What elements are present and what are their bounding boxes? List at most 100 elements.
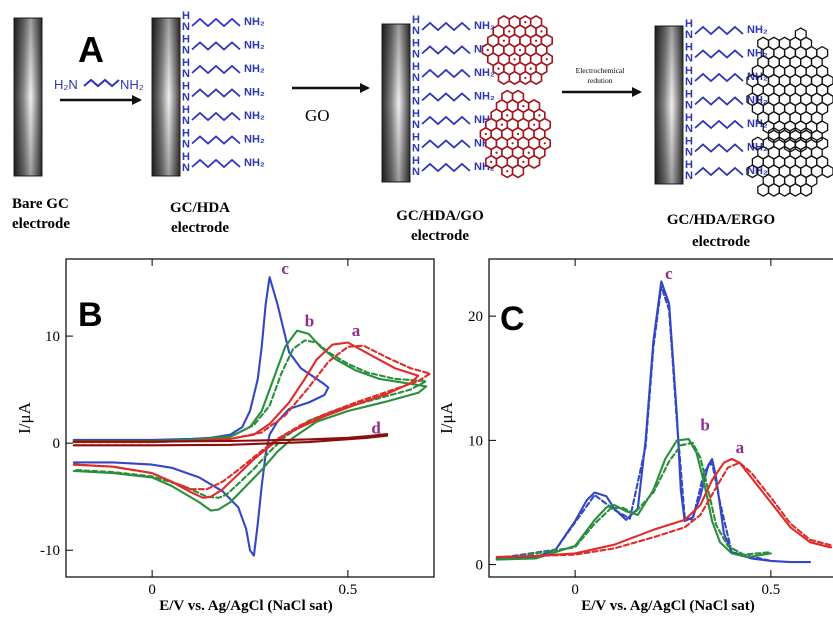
panel-b-x-axis-label: E/V vs. Ag/AgCl (NaCl sat) — [159, 598, 332, 614]
oxygen-dot — [522, 160, 525, 163]
panel-b-frame — [65, 258, 435, 578]
oxygen-dot — [511, 142, 514, 145]
chain-n-atom: N — [412, 49, 420, 61]
chain-h-atom: H — [412, 61, 420, 73]
oxygen-dot — [516, 132, 520, 136]
chain-h-atom: H — [685, 159, 693, 171]
curve-label-b: b — [700, 415, 709, 434]
reduction-label-line1: Electrochemical — [576, 66, 625, 75]
panel-c-x-axis-label: E/V vs. Ag/AgCl (NaCl sat) — [581, 598, 754, 614]
oxygen-dot — [535, 39, 538, 42]
y-tick-label: 0 — [53, 436, 61, 452]
oxygen-dot — [540, 30, 543, 33]
chain-backbone — [694, 49, 744, 59]
hex-ring — [778, 182, 791, 197]
chain-h-atom: H — [685, 18, 693, 30]
b-series-line-3 — [72, 341, 420, 499]
y-tick-label: 10 — [468, 433, 483, 449]
chain-backbone — [421, 115, 471, 126]
x-tick-label: 0 — [148, 582, 156, 598]
curve-label-c: c — [281, 259, 289, 278]
c-series-line-2 — [495, 438, 772, 561]
hex-ring — [789, 182, 802, 197]
chain-terminal-amine: NH₂ — [474, 67, 495, 79]
c-series-line-5 — [495, 461, 832, 559]
reduction-label-line2: redution — [588, 76, 613, 85]
chain-terminal-amine: NH₂ — [244, 87, 265, 99]
oxygen-dot — [527, 151, 530, 154]
caption-go-line1: GC/HDA/GO — [396, 208, 484, 224]
caption-ergo-line2: electrode — [692, 234, 750, 250]
curve-label-d: d — [371, 419, 381, 438]
chain-h-atom: H — [182, 34, 190, 46]
caption-hda-line1: GC/HDA — [170, 200, 230, 216]
panel-c-letter: C — [500, 300, 525, 338]
chain-n-atom: N — [685, 123, 693, 135]
curve-label-a: a — [352, 321, 361, 340]
oxygen-dot — [500, 123, 503, 126]
caption-hda-line2: electrode — [171, 220, 229, 236]
oxygen-dot — [529, 67, 532, 70]
chain-h-atom: H — [685, 65, 693, 77]
linker-chain — [83, 78, 120, 88]
chain-h-atom: H — [412, 14, 420, 26]
c-series-line-0 — [495, 280, 812, 564]
oxygen-dot — [495, 151, 498, 154]
chain-n-atom: N — [685, 147, 693, 159]
chain-backbone — [421, 92, 471, 102]
chain-n-atom: N — [685, 76, 693, 88]
graphene-oxide-sheets — [479, 14, 553, 179]
oxygen-dot — [524, 76, 527, 79]
chain-terminal-amine: NH₂ — [244, 63, 265, 75]
oxygen-dot — [490, 160, 493, 163]
chain-n-atom: N — [412, 25, 420, 37]
chain-n-atom: N — [182, 162, 190, 174]
oxygen-dot — [506, 114, 509, 117]
chain-backbone — [421, 68, 471, 79]
chain-n-atom: N — [412, 72, 420, 84]
curve-label-c: c — [665, 264, 673, 283]
oxygen-dot — [538, 114, 541, 117]
caption-bare-line2: electrode — [12, 216, 70, 232]
chain-h-atom: H — [685, 42, 693, 54]
chain-backbone — [421, 21, 471, 32]
chain-backbone — [191, 88, 241, 98]
panel-c-curve-labels: c b a — [665, 264, 744, 457]
chain-n-atom: N — [182, 139, 190, 151]
chain-n-atom: N — [412, 96, 420, 108]
c-series-line-1 — [495, 285, 772, 562]
panel-c-curves — [495, 280, 832, 564]
hex-ring — [757, 182, 770, 197]
y-tick-label: 0 — [476, 558, 484, 574]
panel-b-y-axis-label: I/μA — [15, 401, 34, 433]
c-series-line-4 — [495, 457, 832, 559]
b-series-line-0 — [72, 276, 330, 557]
chain-backbone — [694, 72, 744, 83]
chain-terminal-amine: NH₂ — [747, 24, 768, 36]
y-tick-label: -10 — [40, 543, 60, 559]
panel-b-letter: B — [78, 296, 103, 334]
hex-ring — [826, 83, 833, 97]
oxygen-dot — [508, 30, 511, 33]
go-sheet-top — [481, 14, 553, 86]
x-tick-label: 0.5 — [761, 582, 780, 598]
chain-backbone — [694, 143, 744, 153]
chain-backbone — [694, 119, 744, 130]
chain-n-atom: N — [182, 68, 190, 80]
hex-ring — [497, 70, 511, 86]
chain-h-atom: H — [182, 151, 190, 163]
oxygen-dot — [506, 170, 509, 173]
oxygen-dot — [484, 132, 487, 136]
panel-c-axis-ticks: 0 0.5 0 10 20 — [468, 259, 780, 598]
linker-left-amine: H₂N — [54, 77, 78, 92]
panel-c-chart: 0 0.5 0 10 20 c b a C E/V vs. Ag/AgCl (NaCl sa… — [437, 258, 833, 614]
chain-terminal-amine: NH₂ — [244, 40, 265, 52]
chain-n-atom: N — [685, 29, 693, 41]
oxygen-dot — [486, 48, 489, 52]
chain-n-atom: N — [412, 143, 420, 155]
panel-b-curves — [72, 276, 432, 557]
linker-right-amine: NH₂ — [120, 77, 144, 92]
chain-terminal-amine: NH₂ — [474, 20, 495, 32]
